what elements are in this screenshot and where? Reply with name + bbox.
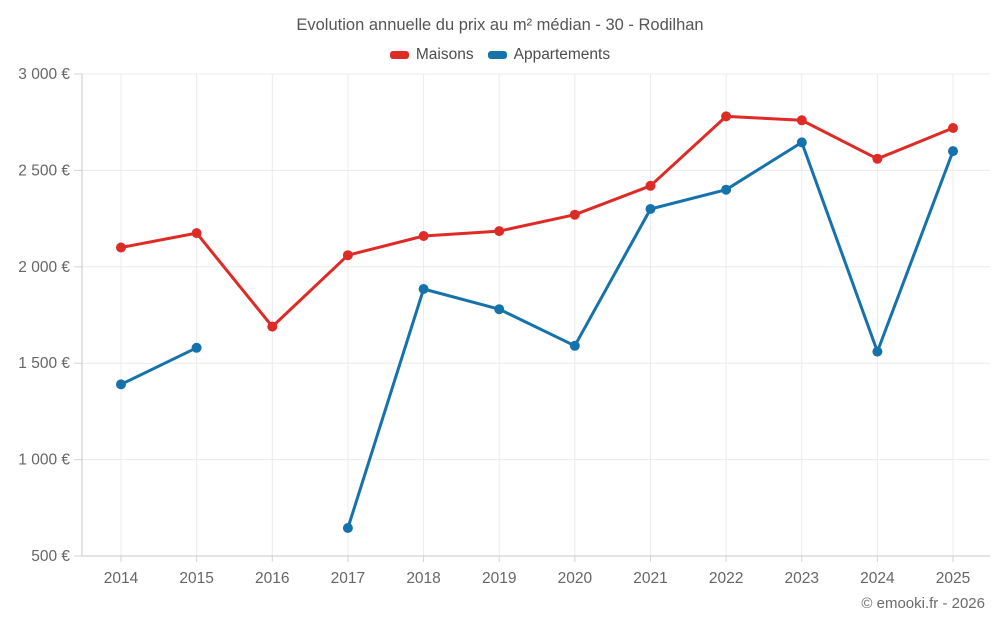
x-tick-label: 2025 xyxy=(936,570,970,587)
x-tick-label: 2021 xyxy=(633,570,667,587)
data-point-maisons-2018[interactable] xyxy=(418,231,429,241)
data-point-appartements-2021[interactable] xyxy=(645,204,656,214)
legend-label-maisons: Maisons xyxy=(415,46,474,63)
data-point-maisons-2017[interactable] xyxy=(342,250,353,261)
x-tick-label: 2023 xyxy=(785,570,819,587)
maisons-swatch-icon xyxy=(389,51,409,59)
y-tick-label: 1 500 € xyxy=(18,355,70,372)
data-point-appartements-2015[interactable] xyxy=(191,342,202,353)
data-point-maisons-2015[interactable] xyxy=(191,228,202,239)
series-line-maisons xyxy=(119,114,955,329)
data-point-maisons-2019[interactable] xyxy=(494,226,505,237)
y-tick-label: 2 500 € xyxy=(18,162,70,179)
data-point-appartements-2024[interactable] xyxy=(872,346,883,357)
legend-label-appartements: Appartements xyxy=(513,46,611,63)
y-tick-label: 3 000 € xyxy=(18,66,70,83)
data-point-appartements-2014[interactable] xyxy=(116,379,126,390)
data-point-maisons-2023[interactable] xyxy=(796,115,807,126)
data-point-maisons-2021[interactable] xyxy=(645,180,656,191)
data-point-maisons-2020[interactable] xyxy=(569,209,580,220)
footer-credit: © emooki.fr - 2026 xyxy=(861,595,985,612)
x-tick-label: 2018 xyxy=(406,570,440,587)
data-point-maisons-2024[interactable] xyxy=(872,153,883,164)
chart-title: Evolution annuelle du prix au m² médian … xyxy=(296,16,704,34)
legend-item-maisons[interactable]: Maisons xyxy=(389,46,474,64)
x-tick-label: 2017 xyxy=(331,570,365,587)
x-tick-label: 2024 xyxy=(860,570,895,587)
data-point-appartements-2018[interactable] xyxy=(418,284,429,294)
chart-legend: Maisons Appartements xyxy=(0,46,1000,64)
data-point-maisons-2014[interactable] xyxy=(116,242,126,253)
series-line-appartements xyxy=(119,140,955,530)
data-point-appartements-2019[interactable] xyxy=(494,304,505,315)
data-point-appartements-2022[interactable] xyxy=(721,184,732,195)
y-tick-label: 500 € xyxy=(31,548,70,565)
y-tick-label: 2 000 € xyxy=(18,259,70,276)
data-point-appartements-2025[interactable] xyxy=(948,146,958,157)
x-tick-label: 2016 xyxy=(255,570,289,587)
x-tick-label: 2020 xyxy=(558,570,593,587)
x-tick-label: 2019 xyxy=(482,570,516,587)
data-point-maisons-2016[interactable] xyxy=(267,321,278,332)
data-point-maisons-2025[interactable] xyxy=(948,123,958,133)
appartements-swatch-icon xyxy=(487,51,507,59)
data-point-appartements-2017[interactable] xyxy=(342,523,353,533)
data-point-maisons-2022[interactable] xyxy=(721,111,732,122)
x-tick-label: 2015 xyxy=(179,570,213,587)
x-tick-label: 2014 xyxy=(104,570,139,587)
x-tick-label: 2022 xyxy=(709,570,743,587)
data-point-appartements-2020[interactable] xyxy=(569,340,580,351)
data-point-appartements-2023[interactable] xyxy=(796,137,807,148)
y-tick-label: 1 000 € xyxy=(18,452,70,469)
legend-item-appartements[interactable]: Appartements xyxy=(487,46,611,64)
